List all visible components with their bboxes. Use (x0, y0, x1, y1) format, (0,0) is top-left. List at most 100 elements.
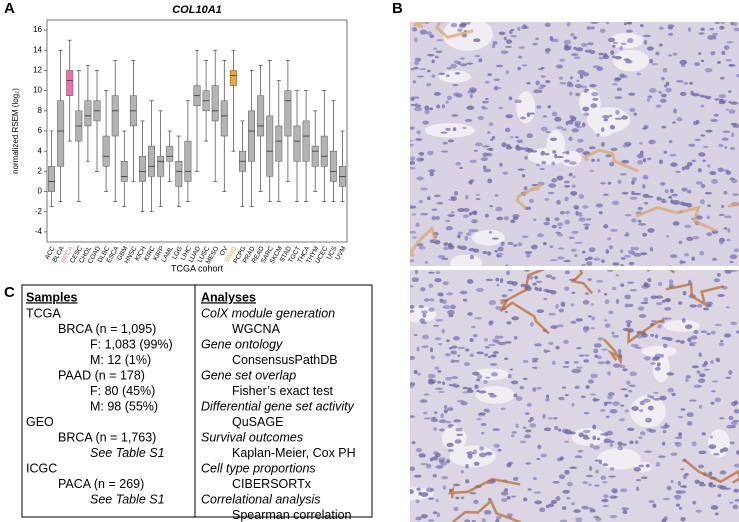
nucleus (582, 299, 590, 305)
nucleus (476, 378, 481, 382)
nucleus (517, 66, 521, 71)
nucleus (720, 205, 725, 208)
nucleus (473, 149, 479, 152)
nucleus (441, 328, 445, 334)
nucleus (586, 218, 592, 221)
nucleus (459, 290, 468, 295)
nucleus (562, 386, 567, 389)
nucleus (577, 211, 583, 217)
nucleus (532, 282, 537, 286)
nucleus (621, 115, 628, 120)
nucleus (427, 150, 434, 156)
nucleus (571, 502, 575, 506)
nucleus (445, 376, 453, 381)
nucleus (500, 50, 507, 55)
nucleus (483, 380, 488, 384)
nucleus (698, 405, 703, 409)
cohort-note: See Table S1 (90, 492, 165, 506)
nucleus (481, 518, 487, 522)
nucleus (495, 306, 502, 310)
nucleus (415, 447, 422, 453)
nucleus (711, 390, 716, 393)
nucleus (570, 191, 578, 196)
nucleus (435, 216, 440, 220)
nucleus (602, 504, 609, 508)
nucleus (428, 283, 434, 289)
nucleus (544, 398, 551, 402)
nucleus (726, 41, 734, 44)
nucleus (485, 278, 494, 282)
nucleus (410, 259, 415, 263)
nucleus (627, 38, 634, 44)
nucleus (602, 463, 609, 467)
lumen (663, 319, 700, 332)
nucleus (621, 507, 629, 511)
nucleus (701, 432, 706, 436)
nucleus (498, 106, 504, 110)
nucleus (732, 22, 738, 27)
sample-source: TCGA (26, 306, 61, 320)
nucleus (664, 298, 671, 302)
nucleus (713, 452, 720, 456)
nucleus (435, 387, 443, 390)
nucleus (643, 356, 651, 361)
nucleus (500, 241, 505, 247)
cohort: PAAD (n = 178) (58, 368, 145, 382)
nucleus (460, 470, 465, 474)
nucleus (411, 213, 416, 216)
y-tick-label: 12 (33, 66, 42, 75)
nucleus (721, 137, 729, 141)
nucleus (414, 37, 418, 43)
nucleus (728, 415, 734, 421)
nucleus (569, 466, 578, 469)
nucleus (467, 279, 474, 284)
nucleus (610, 147, 618, 152)
nucleus (675, 80, 684, 83)
nucleus (414, 106, 422, 112)
nucleus (619, 364, 626, 369)
nucleus (703, 368, 711, 371)
nucleus (622, 509, 628, 515)
nucleus (544, 198, 550, 201)
nucleus (634, 440, 639, 444)
nucleus (540, 67, 545, 70)
nucleus (668, 279, 674, 284)
nucleus (550, 499, 557, 504)
nucleus (700, 134, 706, 137)
nucleus (585, 474, 594, 478)
nucleus (603, 224, 609, 229)
nucleus (410, 166, 416, 170)
nucleus (539, 507, 546, 513)
nucleus (617, 179, 622, 184)
nucleus (445, 353, 451, 357)
nucleus (424, 109, 430, 115)
nucleus (526, 81, 531, 85)
nucleus (670, 200, 677, 205)
nucleus (683, 252, 689, 257)
nucleus (710, 51, 716, 56)
nucleus (548, 341, 554, 345)
nucleus (484, 376, 491, 379)
nucleus (609, 443, 613, 447)
lumen (609, 32, 644, 49)
nucleus (710, 505, 719, 510)
nucleus (523, 497, 528, 502)
nucleus (511, 316, 520, 321)
nucleus (598, 461, 603, 465)
nucleus (543, 221, 550, 226)
nucleus (504, 357, 509, 360)
nucleus (428, 271, 435, 274)
nucleus (478, 452, 487, 458)
nucleus (488, 231, 493, 234)
nucleus (441, 257, 449, 261)
nucleus (528, 198, 535, 204)
nucleus (729, 254, 738, 260)
nucleus (642, 232, 648, 237)
nucleus (411, 441, 416, 445)
nucleus (617, 445, 624, 451)
nucleus (620, 283, 625, 287)
nucleus (639, 24, 644, 28)
nucleus (553, 417, 558, 420)
stain (500, 270, 546, 305)
nucleus (496, 283, 500, 287)
